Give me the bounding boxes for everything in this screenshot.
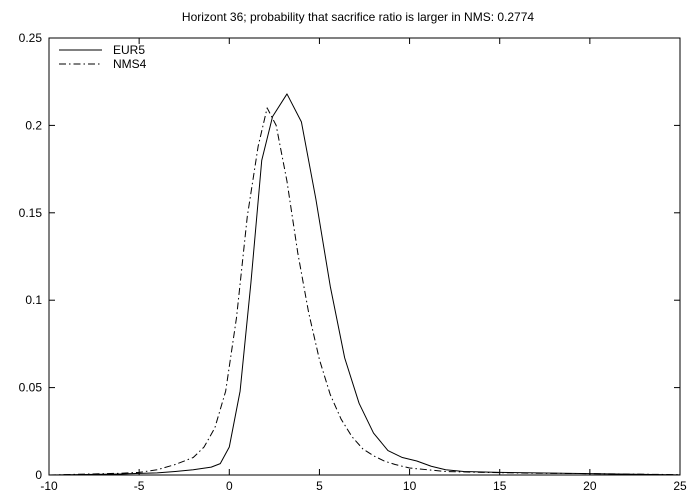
legend-label-0: EUR5 [113,43,145,57]
x-tick-label: -5 [134,479,145,493]
y-tick-label: 0.1 [25,293,42,307]
y-tick-label: 0 [35,468,42,482]
y-tick-label: 0.25 [19,31,43,45]
y-tick-label: 0.2 [25,118,42,132]
x-axis: -10 -5 0 5 10 15 20 25 [40,38,687,493]
plot-frame [48,37,681,476]
x-tick-label: 20 [583,479,597,493]
y-tick-label: 0.15 [19,206,43,220]
plot-series [48,93,681,476]
chart-title: Horizont 36; probability that sacrifice … [182,10,534,24]
x-tick-label: 25 [673,479,687,493]
x-tick-label: 15 [493,479,507,493]
x-tick-label: 0 [226,479,233,493]
y-tick-label: 0.05 [19,381,43,395]
legend-label-1: NMS4 [113,57,147,71]
series-1-line [48,107,681,476]
x-tick-label: -10 [40,479,58,493]
x-tick-label: 10 [403,479,417,493]
series-0-line [48,93,681,476]
x-tick-label: 5 [316,479,323,493]
y-axis: 0 0.05 0.1 0.15 0.2 0.25 [19,31,680,482]
